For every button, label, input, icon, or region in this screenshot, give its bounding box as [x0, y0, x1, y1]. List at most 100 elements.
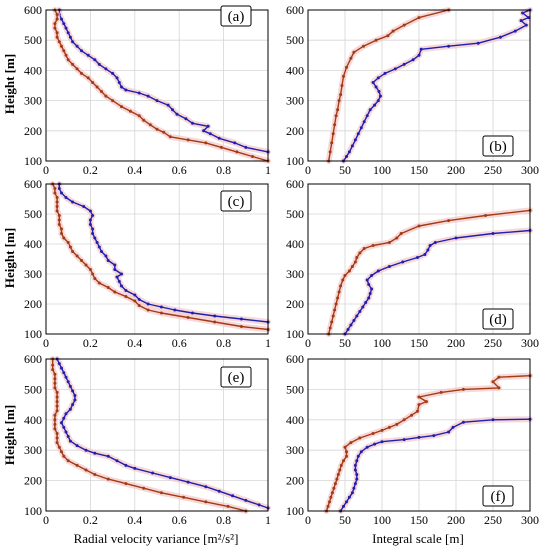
data-point	[395, 236, 399, 240]
data-point	[326, 504, 330, 508]
data-point	[352, 319, 356, 322]
data-point	[148, 123, 152, 127]
data-point	[402, 438, 406, 442]
data-point	[66, 459, 70, 463]
data-point	[491, 232, 495, 235]
data-point	[527, 16, 530, 20]
data-point	[426, 248, 430, 252]
data-point	[66, 241, 70, 244]
series-line-red	[54, 9, 269, 162]
data-point	[393, 67, 397, 71]
data-point	[476, 41, 480, 45]
data-point	[53, 422, 57, 426]
data-point	[53, 372, 57, 376]
data-point	[497, 375, 501, 379]
plot-frame	[307, 358, 531, 512]
y-tick-label: 500	[24, 382, 42, 396]
data-point	[55, 404, 59, 408]
data-point	[162, 130, 166, 134]
data-point	[151, 471, 155, 475]
x-tick-label: 100	[373, 336, 391, 350]
data-point	[91, 81, 95, 84]
data-point	[137, 91, 141, 95]
data-point	[355, 459, 359, 463]
y-tick-label: 200	[24, 124, 42, 138]
data-point	[184, 117, 188, 121]
data-point	[55, 400, 59, 404]
data-point	[376, 99, 380, 103]
data-point	[206, 124, 210, 128]
panel-label: (d)	[482, 308, 514, 330]
data-point	[402, 23, 406, 27]
data-point	[380, 440, 384, 444]
data-point	[342, 504, 345, 508]
data-point	[53, 413, 57, 417]
data-point	[120, 105, 123, 109]
data-point	[328, 326, 332, 330]
data-point	[142, 486, 146, 490]
data-point	[423, 253, 427, 256]
data-point	[137, 304, 141, 307]
data-point	[60, 421, 63, 425]
y-tick-label: 600	[286, 177, 304, 191]
data-point	[377, 90, 381, 93]
data-point	[115, 275, 119, 279]
data-point	[337, 290, 341, 294]
data-point	[350, 491, 354, 495]
data-point	[55, 17, 59, 21]
data-point	[60, 17, 63, 21]
y-tick-label: 200	[286, 297, 304, 311]
data-point	[71, 389, 75, 393]
data-point	[64, 412, 68, 416]
x-tick-label: 0.6	[172, 513, 187, 527]
x-tick-label: 250	[484, 513, 502, 527]
data-point	[124, 295, 128, 298]
x-tick-label: 0.8	[216, 163, 231, 177]
data-point	[55, 390, 59, 394]
data-point	[329, 495, 333, 499]
x-tick-label: 100	[373, 513, 391, 527]
x-tick-label: 100	[373, 163, 391, 177]
panel-label-text: (e)	[228, 370, 245, 386]
y-tick-label: 300	[286, 267, 304, 281]
plot-frame	[45, 183, 269, 335]
data-point	[244, 145, 248, 149]
data-point	[124, 482, 128, 486]
data-point	[333, 308, 337, 312]
data-point	[213, 314, 217, 318]
data-point	[355, 256, 359, 259]
data-point	[55, 395, 59, 399]
data-point	[358, 436, 362, 440]
data-point	[370, 287, 374, 291]
data-point	[417, 53, 421, 57]
data-point	[356, 132, 360, 136]
data-point	[370, 274, 374, 277]
data-point	[365, 114, 369, 118]
data-point	[159, 305, 163, 309]
x-tick-label: 0.6	[172, 336, 187, 350]
data-point	[88, 268, 92, 271]
data-point	[417, 224, 421, 228]
data-point	[113, 268, 117, 271]
x-tick-label: 0	[305, 513, 311, 527]
data-point	[91, 214, 95, 217]
data-point	[55, 196, 59, 199]
data-point	[336, 296, 340, 300]
data-point	[343, 274, 347, 277]
y-tick-label: 400	[286, 413, 304, 427]
data-point	[191, 311, 194, 315]
data-point	[55, 432, 59, 435]
data-point	[391, 29, 395, 33]
data-point	[166, 103, 170, 107]
data-point	[64, 375, 68, 379]
data-point	[68, 439, 72, 443]
data-point	[331, 314, 335, 318]
panel-label-text: (f)	[491, 489, 506, 505]
data-point	[53, 386, 57, 390]
data-point	[524, 23, 528, 27]
data-point	[66, 58, 70, 62]
data-point	[380, 428, 384, 432]
x-tick-label: 0.6	[172, 163, 187, 177]
data-point	[349, 56, 353, 60]
